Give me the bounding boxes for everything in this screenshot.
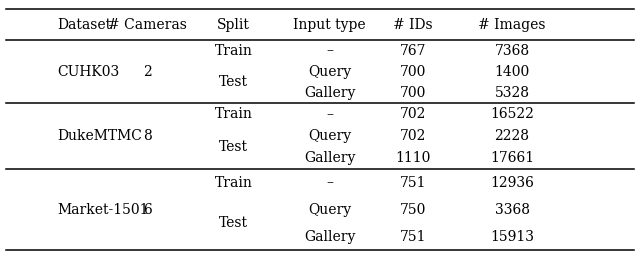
Text: Query: Query — [308, 203, 351, 217]
Text: 750: 750 — [399, 203, 426, 217]
Text: Dataset: Dataset — [58, 18, 112, 31]
Text: # Images: # Images — [478, 18, 546, 31]
Text: 5328: 5328 — [495, 86, 529, 100]
Text: Input type: Input type — [293, 18, 366, 31]
Text: DukeMTMC: DukeMTMC — [58, 129, 143, 143]
Text: 15913: 15913 — [490, 230, 534, 244]
Text: 12936: 12936 — [490, 175, 534, 190]
Text: 702: 702 — [399, 129, 426, 143]
Text: 702: 702 — [399, 107, 426, 121]
Text: Gallery: Gallery — [304, 86, 355, 100]
Text: Test: Test — [219, 140, 248, 154]
Text: 1400: 1400 — [494, 64, 530, 79]
Text: CUHK03: CUHK03 — [58, 64, 120, 79]
Text: 751: 751 — [399, 175, 426, 190]
Text: Train: Train — [214, 44, 253, 58]
Text: 7368: 7368 — [495, 44, 529, 58]
Text: 2228: 2228 — [495, 129, 529, 143]
Text: –: – — [326, 44, 333, 58]
Text: 3368: 3368 — [495, 203, 529, 217]
Text: 767: 767 — [399, 44, 426, 58]
Text: Gallery: Gallery — [304, 230, 355, 244]
Text: Market-1501: Market-1501 — [58, 203, 149, 217]
Text: Gallery: Gallery — [304, 151, 355, 165]
Text: 17661: 17661 — [490, 151, 534, 165]
Text: Test: Test — [219, 216, 248, 230]
Text: # Cameras: # Cameras — [108, 18, 187, 31]
Text: 16522: 16522 — [490, 107, 534, 121]
Text: 8: 8 — [143, 129, 152, 143]
Text: Split: Split — [217, 18, 250, 31]
Text: Query: Query — [308, 64, 351, 79]
Text: Train: Train — [214, 107, 253, 121]
Text: Test: Test — [219, 75, 248, 89]
Text: –: – — [326, 107, 333, 121]
Text: # IDs: # IDs — [393, 18, 433, 31]
Text: 700: 700 — [399, 64, 426, 79]
Text: 6: 6 — [143, 203, 152, 217]
Text: 751: 751 — [399, 230, 426, 244]
Text: –: – — [326, 175, 333, 190]
Text: 2: 2 — [143, 64, 152, 79]
Text: Train: Train — [214, 175, 253, 190]
Text: 1110: 1110 — [395, 151, 431, 165]
Text: 700: 700 — [399, 86, 426, 100]
Text: Query: Query — [308, 129, 351, 143]
